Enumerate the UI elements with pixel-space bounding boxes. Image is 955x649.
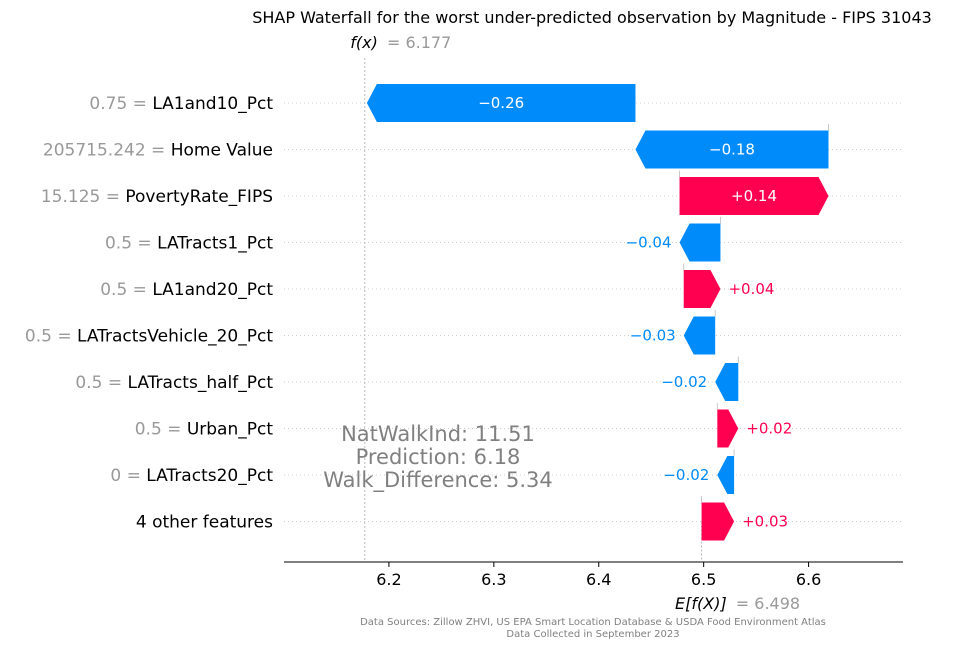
x-tick-label: 6.3 bbox=[481, 570, 506, 589]
bar-value-label: +0.03 bbox=[742, 513, 788, 531]
bar-value-label: −0.26 bbox=[478, 94, 524, 112]
efx-value-text: = 6.498 bbox=[736, 594, 800, 613]
feature-labels: 0.75 = LA1and10_Pct 205715.242 = Home Val… bbox=[25, 94, 273, 533]
feature-label: 0.75 = LA1and10_Pct bbox=[89, 94, 273, 114]
feature-name: PovertyRate_FIPS bbox=[125, 187, 273, 207]
annotation-walk-difference: Walk_Difference: 5.34 bbox=[323, 468, 553, 493]
feature-value: 0.75 = bbox=[89, 94, 152, 114]
bar-value-label: −0.02 bbox=[663, 466, 709, 484]
feature-value: 0.5 = bbox=[100, 280, 152, 300]
feature-value: 15.125 = bbox=[41, 187, 126, 207]
feature-label: 0.5 = LATractsVehicle_20_Pct bbox=[25, 327, 273, 347]
feature-name: LA1and20_Pct bbox=[152, 280, 273, 300]
x-axis-ticks: 6.2 6.3 6.4 6.5 6.6 bbox=[376, 562, 821, 589]
waterfall-bar bbox=[683, 316, 716, 355]
connectors bbox=[679, 124, 829, 503]
waterfall-bar bbox=[717, 409, 739, 448]
waterfall-bar bbox=[679, 177, 829, 215]
feature-label: 205715.242 = Home Value bbox=[43, 141, 273, 161]
efx-label-text: E[f(X)] bbox=[675, 594, 727, 613]
waterfall-bar bbox=[679, 223, 721, 262]
fx-value-text: = 6.177 bbox=[387, 33, 451, 52]
x-tick-label: 6.2 bbox=[376, 570, 401, 589]
feature-label: 0.5 = LA1and20_Pct bbox=[100, 280, 273, 300]
bar-value-label: −0.04 bbox=[626, 234, 672, 252]
feature-value: 0 = bbox=[110, 466, 146, 486]
feature-label: 0.5 = LATracts1_Pct bbox=[105, 234, 273, 254]
chart-title: SHAP Waterfall for the worst under-predi… bbox=[252, 8, 932, 27]
feature-label: 15.125 = PovertyRate_FIPS bbox=[41, 187, 273, 207]
bar-value-label: +0.14 bbox=[731, 187, 777, 205]
bar-value-label: −0.18 bbox=[709, 141, 755, 159]
feature-value: 205715.242 = bbox=[43, 141, 171, 161]
bar-value-label: +0.04 bbox=[728, 280, 774, 298]
feature-value: 0.5 = bbox=[75, 373, 127, 393]
waterfall-bar bbox=[366, 84, 636, 122]
fx-label: f(x) = 6.177 bbox=[350, 33, 451, 52]
source-line-1: Data Sources: Zillow ZHVI, US EPA Smart … bbox=[360, 617, 826, 628]
x-tick-label: 6.4 bbox=[586, 570, 611, 589]
feature-name: Urban_Pct bbox=[187, 420, 274, 440]
x-tick-label: 6.6 bbox=[796, 570, 821, 589]
bar-value-label: −0.02 bbox=[661, 373, 707, 391]
waterfall-bar bbox=[701, 502, 735, 541]
feature-label: 0 = LATracts20_Pct bbox=[110, 466, 273, 486]
bar-value-label: −0.03 bbox=[630, 327, 676, 345]
feature-value: 0.5 = bbox=[105, 234, 157, 254]
feature-value: 0.5 = bbox=[135, 420, 187, 440]
feature-name: LATractsVehicle_20_Pct bbox=[77, 327, 273, 347]
feature-label: 0.5 = Urban_Pct bbox=[135, 420, 274, 440]
x-tick-label: 6.5 bbox=[691, 570, 716, 589]
bar-value-label: +0.02 bbox=[746, 420, 792, 438]
feature-label: 0.5 = LATracts_half_Pct bbox=[75, 373, 273, 393]
feature-name: LATracts1_Pct bbox=[157, 234, 273, 254]
feature-label: 4 other features bbox=[136, 513, 273, 533]
feature-name: LA1and10_Pct bbox=[152, 94, 273, 114]
feature-value: 0.5 = bbox=[25, 327, 77, 347]
efx-label: E[f(X)] = 6.498 bbox=[675, 594, 800, 613]
waterfall-bar bbox=[717, 456, 735, 494]
fx-label-text: f(x) bbox=[350, 33, 378, 52]
waterfall-bar bbox=[683, 270, 721, 308]
source-line-2: Data Collected in September 2023 bbox=[506, 629, 679, 640]
feature-name: LATracts_half_Pct bbox=[128, 373, 274, 393]
annotation-box: NatWalkInd: 11.51 Prediction: 6.18 Walk_… bbox=[323, 422, 553, 493]
feature-name: LATracts20_Pct bbox=[146, 466, 273, 486]
waterfall-bar bbox=[635, 130, 829, 169]
waterfall-bar bbox=[715, 363, 739, 401]
bars: −0.26 −0.18 +0.14 −0.04 +0.04 −0.03 −0.02 +0.02… bbox=[366, 84, 829, 541]
feature-name: 4 other features bbox=[136, 513, 273, 533]
annotation-natwalkind: NatWalkInd: 11.51 bbox=[341, 422, 535, 446]
feature-name: Home Value bbox=[171, 141, 273, 161]
annotation-prediction: Prediction: 6.18 bbox=[356, 445, 521, 469]
